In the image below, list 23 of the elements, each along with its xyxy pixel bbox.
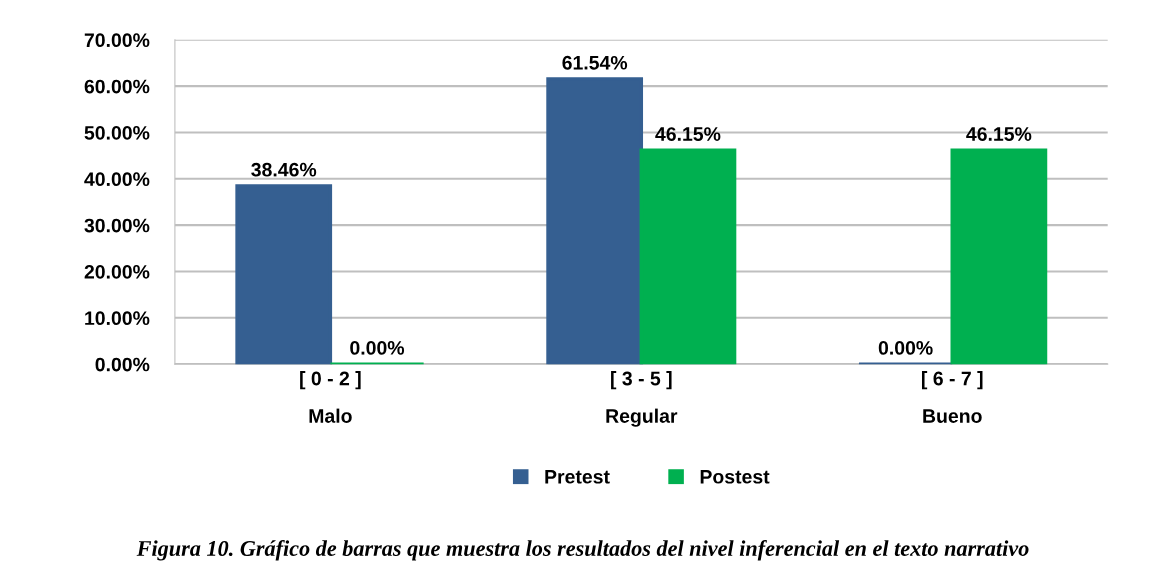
- y-tick-label: 70.00%: [84, 33, 150, 48]
- y-tick-label: 50.00%: [84, 125, 150, 140]
- data-label: 46.15%: [655, 127, 721, 141]
- y-tick-label: 60.00%: [84, 79, 150, 94]
- y-tick-label: 40.00%: [84, 172, 150, 187]
- y-tick-label: 0.00%: [95, 357, 150, 372]
- annotation: [ 3 - 5 ]: [611, 371, 672, 390]
- data-label: 0.00%: [878, 340, 933, 355]
- data-label: 38.46%: [251, 162, 317, 177]
- data-label: 0.00%: [350, 340, 405, 355]
- y-tick-label: 30.00%: [84, 218, 150, 233]
- y-tick-label: 10.00%: [85, 311, 150, 326]
- data-label: 46.15%: [966, 127, 1032, 141]
- legend-label: Pretest: [545, 470, 610, 484]
- legend-label: Postest: [700, 470, 770, 484]
- y-tick-label: 20.00%: [84, 264, 150, 279]
- data-label: 61.54%: [562, 55, 628, 70]
- text: Figura 10. Gráfico de barras que muestra los resultados del nivel inferencial en el texto narrativo: [136, 540, 1029, 561]
- annotation: [ 6 - 7 ]: [922, 371, 983, 390]
- x-tick-label: Bueno: [923, 409, 982, 423]
- annotation: [ 0 - 2 ]: [300, 371, 361, 390]
- x-tick-label: Malo: [309, 408, 352, 423]
- x-tick-label: Regular: [606, 408, 678, 427]
